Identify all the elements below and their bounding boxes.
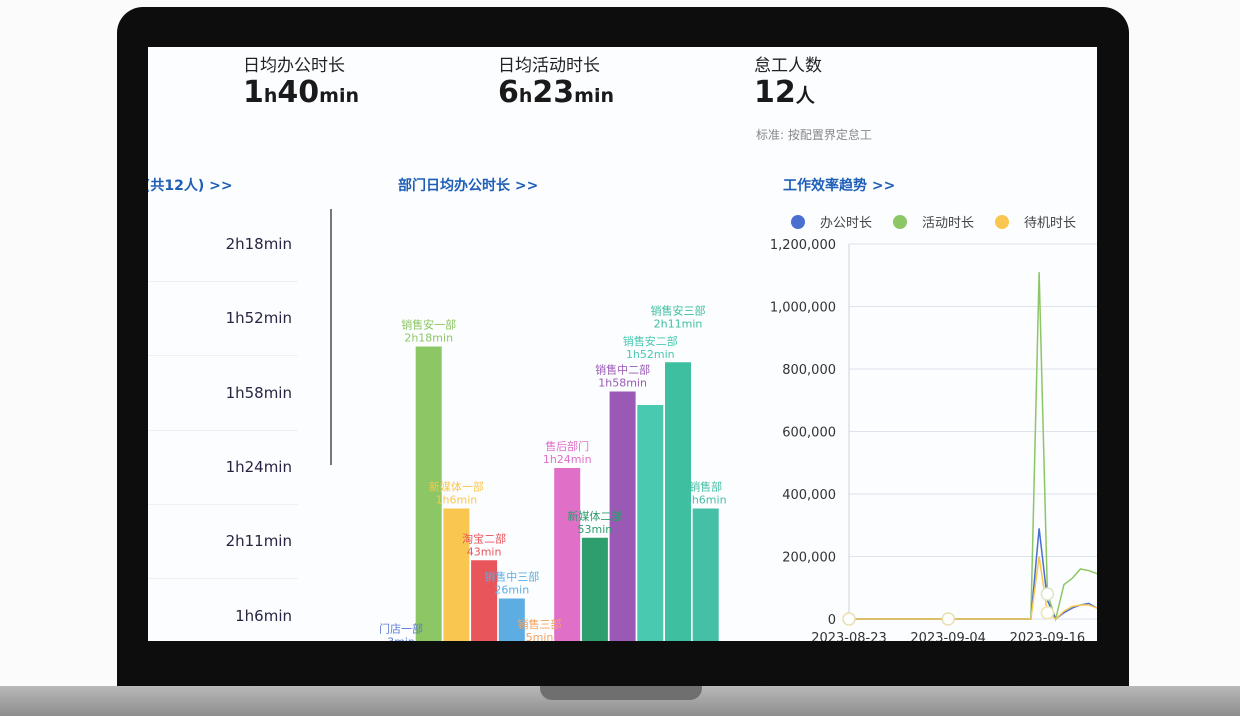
x-tick-label: 2023-08-23 xyxy=(811,631,887,641)
bar-category-label: 销售中二部 xyxy=(595,363,650,377)
stat-number: 40 xyxy=(277,75,320,110)
bar-3 xyxy=(471,560,498,641)
data-point-marker xyxy=(842,612,856,626)
department-chart-link[interactable]: 部门日均办公时长 >> xyxy=(398,178,539,194)
bar-value-label: 1h6min xyxy=(436,494,478,507)
row-divider xyxy=(148,281,298,282)
y-tick-label: 600,000 xyxy=(782,426,836,441)
bar-10 xyxy=(665,362,691,641)
stat-number: 12 xyxy=(754,75,796,110)
bar-category-label: 新媒体二部 xyxy=(567,509,622,523)
bar-value-label: 1h52min xyxy=(626,348,675,361)
employee-duration: 1h24min xyxy=(225,457,292,476)
bar-8 xyxy=(609,391,636,641)
row-divider xyxy=(148,355,298,357)
row-divider xyxy=(148,578,298,580)
bar-value-label: 3min xyxy=(387,635,415,641)
bar-category-label: 销售三部 xyxy=(518,617,562,631)
series-line-1 xyxy=(849,272,1097,622)
stat-unit: min xyxy=(574,85,614,107)
data-point-marker xyxy=(941,612,955,626)
bar-value-label: 1h58min xyxy=(598,377,647,390)
stat-number: 1 xyxy=(243,75,264,110)
bar-6 xyxy=(554,468,581,641)
y-tick-label: 200,000 xyxy=(782,551,836,566)
series-line-2 xyxy=(849,556,1097,620)
list-scrollbar[interactable] xyxy=(330,209,332,465)
y-tick-label: 1,000,000 xyxy=(770,301,836,316)
stat-label-activity: 日均活动时长 xyxy=(498,56,600,76)
bar-category-label: 淘宝二部 xyxy=(462,531,506,545)
y-tick-label: 800,000 xyxy=(782,363,836,378)
bar-7 xyxy=(581,537,608,641)
legend-label: 待机时长 xyxy=(1024,216,1076,231)
legend-dot-1 xyxy=(893,215,907,229)
bar-category-label: 销售部 xyxy=(689,480,722,494)
employee-list-link[interactable]: (共12人) >> xyxy=(148,178,233,194)
dashboard-screen: 日均办公时长 1h40min 日均活动时长 6h23min 怠工人数 12人 标… xyxy=(148,47,1097,641)
x-tick-label: 2023-09-04 xyxy=(910,631,986,641)
stat-unit: h xyxy=(518,85,533,107)
stat-unit: min xyxy=(319,85,359,107)
data-point-marker xyxy=(1040,606,1055,620)
efficiency-trend-link[interactable]: 工作效率趋势 >> xyxy=(783,178,896,194)
series-line-0 xyxy=(849,528,1097,621)
charts-canvas: 门店一部3min销售安一部2h18min新媒体一部1h6min淘宝二部43min… xyxy=(379,215,1097,641)
bar-value-label: 53min xyxy=(578,523,613,536)
employee-duration: 1h6min xyxy=(235,606,292,625)
bar-11 xyxy=(692,508,719,641)
stat-value-idle: 12人 xyxy=(754,75,815,110)
idle-standard-note: 标准: 按配置界定怠工 xyxy=(756,128,872,142)
stat-value-activity: 6h23min xyxy=(498,75,614,110)
y-tick-label: 0 xyxy=(828,613,836,628)
row-divider xyxy=(148,503,298,505)
y-tick-label: 400,000 xyxy=(782,488,836,503)
bar-value-label: 2h18min xyxy=(404,332,453,345)
row-divider xyxy=(148,429,298,431)
employee-duration: 2h18min xyxy=(225,235,292,253)
bar-category-label: 门店一部 xyxy=(379,621,423,635)
data-point-marker xyxy=(1040,587,1055,601)
stat-number: 6 xyxy=(498,75,519,110)
bar-value-label: 5min xyxy=(526,631,554,641)
stat-label-office: 日均办公时长 xyxy=(243,56,345,76)
bar-value-label: 43min xyxy=(467,545,502,558)
bar-category-label: 销售安一部 xyxy=(401,318,456,332)
bar-category-label: 售后部门 xyxy=(545,439,589,453)
employee-duration: 2h11min xyxy=(225,532,292,551)
employee-duration: 1h52min xyxy=(225,309,292,328)
bar-4 xyxy=(498,598,525,641)
bar-value-label: 2h11min xyxy=(654,317,703,330)
stat-unit: 人 xyxy=(795,85,815,107)
employee-duration: 1h58min xyxy=(225,383,292,402)
laptop-notch xyxy=(540,686,702,700)
bar-category-label: 销售中三部 xyxy=(484,570,539,584)
bar-2 xyxy=(443,508,470,641)
stat-label-idle: 怠工人数 xyxy=(754,56,822,76)
legend-label: 活动时长 xyxy=(922,216,974,231)
bar-1 xyxy=(415,346,442,641)
bar-value-label: 1h6min xyxy=(685,494,727,507)
legend-dot-0 xyxy=(791,215,805,229)
bar-category-label: 销售安三部 xyxy=(651,303,706,317)
stat-number: 23 xyxy=(532,75,575,110)
bar-category-label: 销售安二部 xyxy=(623,334,678,348)
bar-value-label: 26min xyxy=(494,584,529,597)
stat-value-office: 1h40min xyxy=(243,75,359,110)
stat-unit: h xyxy=(263,85,278,107)
bar-9 xyxy=(637,405,664,641)
legend-label: 办公时长 xyxy=(820,216,872,231)
x-tick-label: 2023-09-16 xyxy=(1010,631,1086,641)
bar-category-label: 新媒体一部 xyxy=(429,480,484,494)
y-tick-label: 1,200,000 xyxy=(770,238,836,253)
legend-dot-2 xyxy=(995,215,1009,229)
bar-value-label: 1h24min xyxy=(543,453,592,466)
